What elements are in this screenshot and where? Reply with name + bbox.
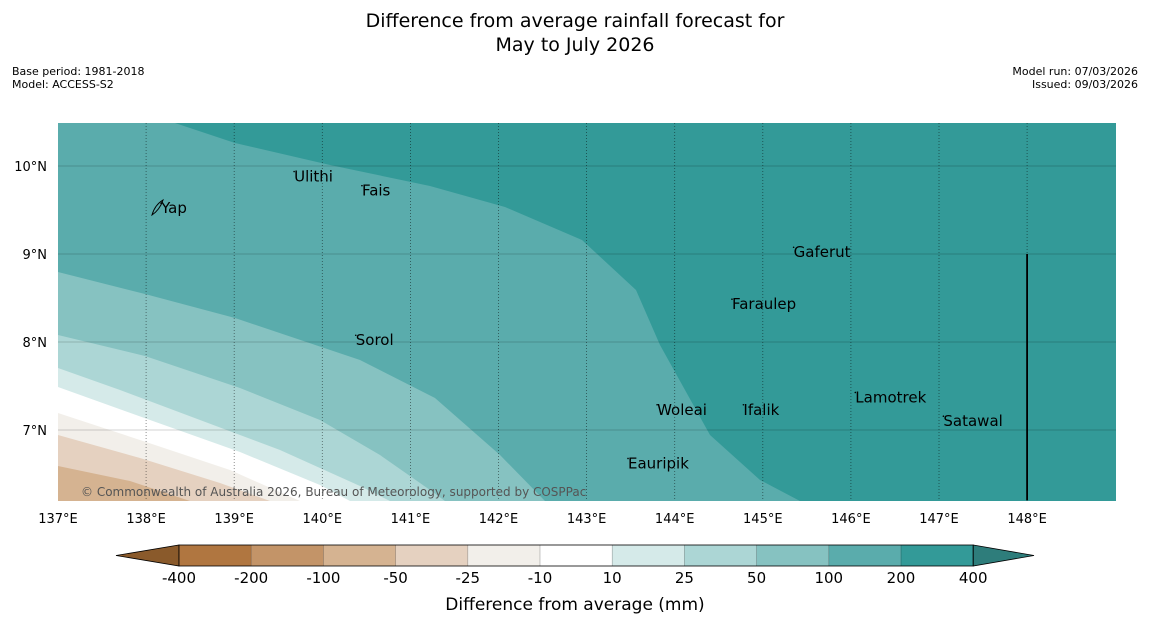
place-label-fais: Fais [362, 182, 391, 200]
place-label-gaferut: Gaferut [794, 243, 851, 261]
colorbar-tick-label: -10 [528, 569, 553, 587]
meta-right: Model run: 07/03/2026 Issued: 09/03/2026 [1012, 65, 1138, 91]
place-label-eauripik: Eauripik [628, 454, 689, 472]
place-marker [854, 391, 857, 394]
longitude-tick-label: 143°E [567, 512, 607, 527]
base-period: Base period: 1981-2018 [12, 65, 145, 78]
place-label-sorol: Sorol [356, 331, 394, 349]
place-label-yap: Yap [160, 199, 187, 217]
place-marker [293, 170, 295, 173]
grid-lines [58, 123, 1116, 501]
longitude-tick-label: 140°E [303, 512, 343, 527]
meta-left: Base period: 1981-2018 Model: ACCESS-S2 [12, 65, 144, 91]
place-label-woleai: Woleai [657, 401, 707, 419]
colorbar-segment [684, 545, 757, 566]
colorbar-tick-label: 25 [675, 569, 694, 587]
copyright-text: © Commonwealth of Australia 2026, Bureau… [81, 485, 586, 499]
model-name: Model: ACCESS-S2 [12, 78, 114, 91]
colorbar-tick-label: -200 [234, 569, 268, 587]
latitude-tick-label: 9°N [23, 248, 48, 263]
rainfall-contours [58, 123, 1116, 501]
latitude-tick-label: 8°N [23, 336, 48, 351]
longitude-tick-label: 145°E [743, 512, 783, 527]
colorbar-tick-label: -400 [162, 569, 196, 587]
yap-island-outline [151, 198, 164, 217]
place-label-ifalik: Ifalik [743, 401, 779, 419]
place-marker [742, 403, 745, 406]
longitude-tick-label: 142°E [479, 512, 519, 527]
colorbar-segment [756, 545, 829, 566]
place-marker [656, 403, 658, 406]
longitude-tick-label: 146°E [831, 512, 871, 527]
place-marker [792, 246, 795, 249]
place-marker [160, 202, 162, 205]
colorbar-segment [251, 545, 324, 566]
place-label-satawal: Satawal [943, 412, 1002, 430]
model-run: Model run: 07/03/2026 [1012, 65, 1138, 78]
colorbar-tick-label: 200 [887, 569, 916, 587]
longitude-tick-label: 148°E [1007, 512, 1047, 527]
contour-minus100-minus50 [58, 466, 190, 501]
colorbar-segment [395, 545, 468, 566]
place-marker [731, 298, 733, 300]
place-marker [361, 184, 363, 187]
colorbar-tick-label: -100 [306, 569, 340, 587]
colorbar-segment [828, 545, 901, 566]
colorbar-segment [323, 545, 396, 566]
place-marker [354, 334, 357, 337]
colorbar-segment [467, 545, 540, 566]
latitude-axis: 10°N 9°N 8°N 7°N [14, 160, 47, 439]
place-labels: Yap Ulithi Fais Gaferut Faraulep Sorol Woleai I… [160, 168, 1003, 473]
colorbar-segment [901, 545, 974, 566]
colorbar-tick-label: 10 [603, 569, 622, 587]
longitude-tick-label: 138°E [126, 512, 166, 527]
place-label-faraulep: Faraulep [732, 295, 796, 313]
latitude-tick-label: 7°N [23, 424, 48, 439]
longitude-tick-label: 139°E [214, 512, 254, 527]
latitude-tick-label: 10°N [14, 160, 47, 175]
colorbar-outline [178, 544, 974, 567]
colorbar-extend-high [972, 544, 1035, 567]
place-marker [627, 457, 629, 460]
colorbar-tick-label: -50 [383, 569, 408, 587]
colorbar-segment [179, 545, 252, 566]
place-label-ulithi: Ulithi [294, 168, 333, 186]
longitude-tick-label: 141°E [391, 512, 431, 527]
longitude-tick-label: 144°E [655, 512, 695, 527]
place-label-lamotrek: Lamotrek [855, 388, 926, 406]
colorbar-extend-low [115, 544, 180, 567]
colorbar-tick-label: 50 [747, 569, 766, 587]
colorbar-label: Difference from average (mm) [445, 595, 704, 615]
place-marker [942, 415, 945, 418]
longitude-axis: 137°E 138°E 139°E 140°E 141°E 142°E 143°E 144°E… [38, 512, 1047, 527]
colorbar-tick-label: 400 [959, 569, 988, 587]
colorbar: -400 -200 -100 -50 -25 -10 10 25 50 100 200 400 [115, 544, 1035, 587]
longitude-tick-label: 147°E [919, 512, 959, 527]
colorbar-segment [612, 545, 685, 566]
colorbar-tick-label: -25 [456, 569, 481, 587]
longitude-tick-label: 137°E [38, 512, 78, 527]
title-line-2: May to July 2026 [495, 34, 655, 56]
title-line-1: Difference from average rainfall forecas… [365, 10, 785, 32]
colorbar-segment [540, 545, 613, 566]
colorbar-tick-label: 100 [814, 569, 843, 587]
issued-date: Issued: 09/03/2026 [1031, 78, 1138, 91]
